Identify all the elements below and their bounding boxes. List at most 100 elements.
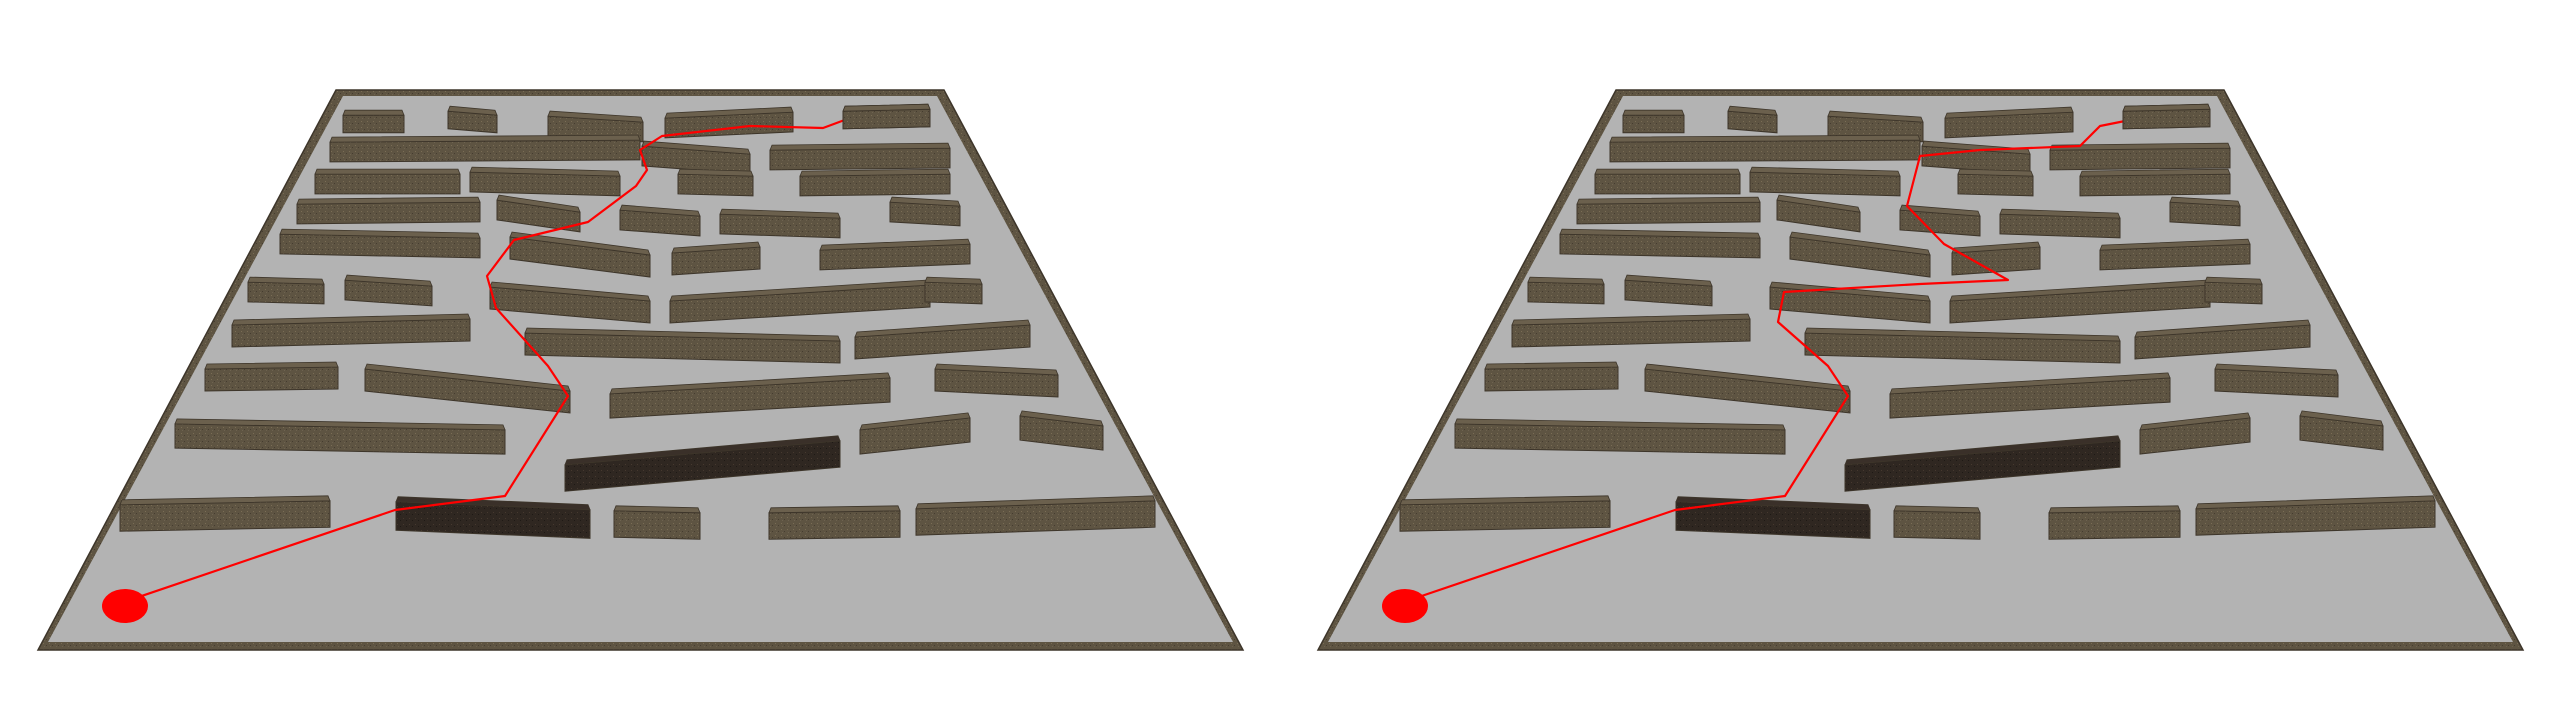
maze-wall-top (769, 142, 951, 151)
maze-board (36, 89, 1245, 651)
maze-wall-top (2214, 363, 2339, 376)
maze-wall (609, 372, 891, 419)
maze-wall-top (1827, 110, 1924, 123)
maze-wall (314, 168, 461, 195)
maze-wall (204, 361, 339, 392)
maze-wall (1594, 168, 1741, 195)
maze-wall-face (1527, 281, 1605, 305)
maze-wall (889, 196, 961, 227)
maze-wall (2099, 238, 2251, 271)
maze-wall-top (1999, 208, 2121, 219)
maze-wall-top (1609, 134, 1921, 143)
maze-wall (719, 208, 841, 239)
maze-wall-top (2048, 505, 2181, 514)
maze-wall (924, 276, 983, 305)
maze-wall-top (1769, 281, 1931, 302)
maze-wall-top (1454, 418, 1786, 431)
maze-wall-face (1957, 173, 2034, 197)
maze-wall-top (1511, 313, 1751, 326)
maze-wall (1559, 228, 1761, 259)
maze-wall (1899, 204, 1981, 237)
maze-wall-face (1484, 366, 1619, 392)
maze-wall (2134, 319, 2311, 360)
maze-wall (279, 228, 481, 259)
maze-wall-face (1622, 114, 1685, 134)
maze-wall (2122, 103, 2211, 130)
maze-wall (1893, 505, 1981, 540)
maze-wall-top (1484, 361, 1619, 370)
maze-wall-top (799, 168, 951, 177)
maze-wall (1999, 208, 2121, 239)
maze-wall-top (671, 241, 761, 254)
maze-wall (934, 363, 1059, 398)
maze-wall-face (314, 173, 461, 195)
maze-wall-top (613, 505, 701, 514)
maze-wall (1576, 196, 1761, 225)
maze-wall (344, 274, 433, 307)
maze-wall-top (1527, 276, 1605, 285)
maze-wall-top (2299, 410, 2384, 427)
maze-wall (247, 276, 325, 305)
maze-wall-top (364, 363, 571, 392)
maze-wall (489, 281, 651, 324)
maze-wall-face (613, 510, 701, 540)
maze-wall-top (609, 372, 891, 395)
maze-wall-face (1893, 510, 1981, 540)
maze-wall-face (2048, 510, 2181, 540)
start-marker (1382, 589, 1428, 623)
maze-wall (915, 495, 1156, 536)
maze-wall-top (677, 168, 754, 177)
maze-wall-top (564, 435, 841, 466)
maze-wall-top (2099, 238, 2251, 251)
maze-board (1316, 89, 2525, 651)
maze-wall (2139, 412, 2251, 455)
maze-wall-top (889, 196, 961, 207)
maze-wall (842, 103, 931, 130)
maze-wall-top (1957, 168, 2034, 177)
maze-wall-top (1749, 166, 1901, 177)
maze-wall (671, 241, 761, 276)
maze-wall (619, 204, 701, 237)
maze-wall-face (296, 201, 481, 225)
maze-wall (1944, 106, 2074, 139)
maze-wall (447, 105, 498, 134)
maze-wall-top (296, 196, 481, 205)
maze-wall (859, 412, 971, 455)
maze-wall-face (768, 510, 901, 540)
maze-wall (1949, 279, 2211, 324)
maze-wall-top (1889, 372, 2171, 395)
maze-wall-top (1844, 435, 2121, 466)
maze-wall (1776, 194, 1861, 233)
maze-wall-top (768, 505, 901, 514)
maze-wall-top (329, 134, 641, 143)
maze-wall-top (719, 208, 841, 219)
maze-wall (1624, 274, 1713, 307)
maze-wall (1957, 168, 2034, 197)
maze-wall (174, 418, 506, 455)
maze-wall-top (204, 361, 339, 370)
maze-wall (1789, 231, 1931, 278)
maze-wall (2204, 276, 2263, 305)
maze-wall (1399, 495, 1611, 532)
maze-wall-top (1399, 495, 1611, 506)
maze-wall (1644, 363, 1851, 414)
solution-path (117, 110, 891, 606)
maze-wall-top (2079, 168, 2231, 177)
maze-wall-top (934, 363, 1059, 376)
maze-wall (119, 495, 331, 532)
maze-wall-face (1399, 500, 1611, 532)
maze-wall-top (819, 238, 971, 251)
maze-wall-top (915, 495, 1156, 510)
maze-wall (1951, 241, 2041, 276)
maze-wall-top (1727, 105, 1778, 116)
maze-wall-top (859, 412, 971, 431)
maze-wall-face (1594, 173, 1741, 195)
maze-wall (669, 279, 931, 324)
maze-wall (329, 134, 641, 163)
maze-wall (1769, 281, 1931, 324)
maze-wall-top (1899, 204, 1981, 217)
maze-wall (1749, 166, 1901, 197)
maze-wall (395, 496, 591, 539)
maze-wall (854, 319, 1031, 360)
maze-wall-top (1622, 109, 1685, 116)
